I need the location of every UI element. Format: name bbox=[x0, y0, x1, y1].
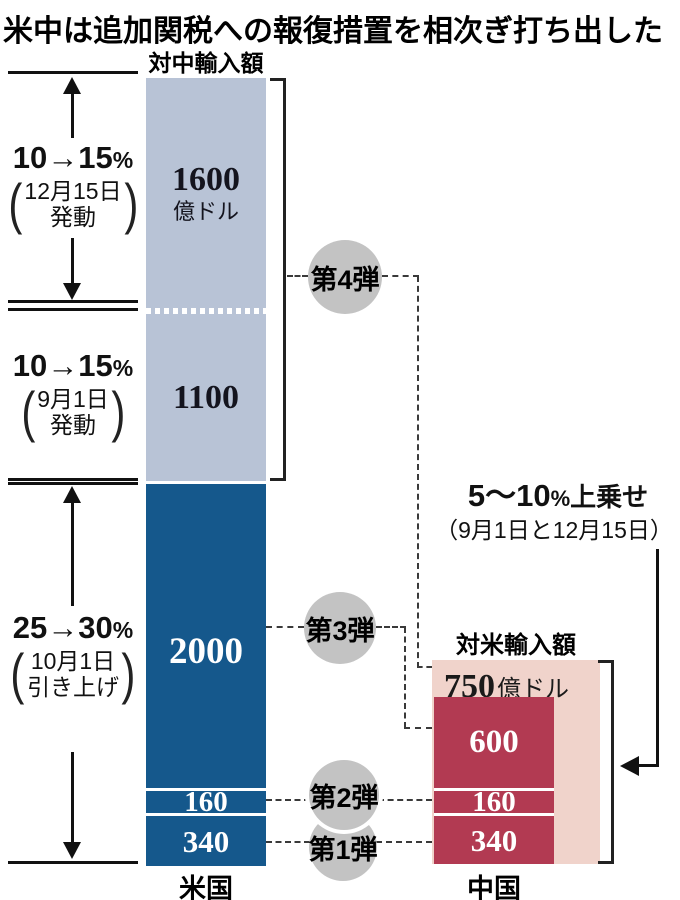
tariff-rate: 25→30 bbox=[12, 610, 113, 645]
round2-label: 第2弾 bbox=[309, 782, 379, 813]
us-segment-1100-value: 1100 bbox=[172, 378, 240, 416]
paren-close: ) bbox=[121, 642, 136, 705]
cn-tariff-pct: % bbox=[550, 486, 571, 511]
us-segment-160-value: 160 bbox=[184, 785, 228, 818]
us-segment-2000: 2000 bbox=[146, 484, 266, 788]
us-segment-160: 160 bbox=[146, 787, 266, 816]
round1-label: 第1弾 bbox=[308, 834, 378, 865]
connector-round4-to-cn bbox=[417, 666, 432, 668]
arrow-shaft bbox=[71, 501, 74, 606]
cn-segment-160-value: 160 bbox=[472, 785, 516, 818]
cn-segment-160: 160 bbox=[434, 787, 554, 816]
us-segment-1100: 1100 bbox=[146, 314, 266, 481]
connector-round1-left bbox=[266, 841, 310, 843]
paren-open: ( bbox=[10, 642, 25, 705]
tariff-pct: % bbox=[112, 147, 134, 173]
cn-tariff-note: （9月1日と12月15日） bbox=[435, 517, 673, 543]
us-segment-1600: 1600 億ドル bbox=[146, 78, 266, 308]
round4-label: 第4弾 bbox=[310, 264, 380, 295]
connector-round2-left bbox=[266, 799, 310, 801]
paren-open: ( bbox=[8, 172, 23, 235]
round4-badge: 第4弾 bbox=[308, 240, 382, 314]
connector-round4-vertical bbox=[417, 276, 419, 668]
tariff-pct: % bbox=[112, 355, 134, 381]
paren-close: ) bbox=[123, 172, 138, 235]
connector-round2-right bbox=[378, 799, 432, 801]
cn-bar-header: 対米輸入額 bbox=[456, 632, 576, 659]
page-title: 米中は追加関税への報復措置を相次ぎ打ち出した bbox=[3, 15, 663, 48]
arrow-shaft bbox=[71, 238, 74, 284]
arrow-shaft bbox=[71, 752, 74, 843]
arrow-shaft bbox=[71, 92, 74, 138]
us-bar-dotted-divider bbox=[146, 308, 266, 314]
us-bar-gap bbox=[146, 813, 266, 816]
paren-close: ) bbox=[111, 380, 126, 443]
cn-arrow-horizontal bbox=[638, 764, 659, 767]
dimension-line bbox=[8, 71, 138, 74]
cn-bar: 600 160 340 bbox=[434, 697, 554, 864]
connector-round4-left bbox=[287, 275, 308, 277]
arrow-up-icon bbox=[63, 77, 81, 94]
dimension-line bbox=[8, 478, 138, 481]
cn-segment-340: 340 bbox=[434, 816, 554, 864]
cn-tariff-rate: 5〜10 bbox=[467, 478, 551, 513]
us-bar-header: 対中輸入額 bbox=[148, 50, 264, 76]
arrow-up-icon bbox=[63, 486, 81, 503]
cn-arrow-vertical bbox=[656, 549, 659, 767]
us-bar: 1600 億ドル 1100 2000 160 340 bbox=[146, 78, 266, 866]
arrow-down-icon bbox=[63, 842, 81, 859]
us-tariff-label-round4b: 10→15% ( 9月1日 発動 ) bbox=[0, 348, 146, 440]
us-segment-340-value: 340 bbox=[182, 823, 230, 859]
cn-segment-600-value: 600 bbox=[469, 724, 519, 760]
connector-round1-right bbox=[376, 841, 432, 843]
dimension-line bbox=[8, 482, 138, 485]
connector-round3-right bbox=[376, 626, 406, 628]
cn-bracket-tick bbox=[598, 660, 614, 663]
cn-bracket-tick bbox=[598, 861, 614, 864]
tariff-note-action: 発動 bbox=[50, 412, 96, 438]
tariff-rate: 10→15 bbox=[12, 348, 113, 383]
arrow-left-icon bbox=[620, 756, 639, 776]
us-upper-bracket-tick bbox=[270, 478, 284, 481]
tariff-note-action: 引き上げ bbox=[27, 674, 119, 700]
connector-round3-to-cn bbox=[404, 727, 432, 729]
connector-round4-right bbox=[382, 275, 419, 277]
us-upper-bracket bbox=[283, 78, 286, 481]
cn-tariff-suffix: 上乗せ bbox=[570, 482, 649, 512]
tariff-rate: 10→15 bbox=[12, 140, 113, 175]
round3-badge: 第3弾 bbox=[304, 592, 376, 664]
us-bar-gap bbox=[146, 788, 266, 791]
dimension-line bbox=[8, 308, 138, 311]
cn-country-label: 中国 bbox=[467, 874, 521, 900]
us-segment-1600-value: 1600 bbox=[172, 161, 240, 198]
us-bar-gap bbox=[146, 481, 266, 484]
arrow-down-icon bbox=[63, 283, 81, 300]
us-segment-2000-value: 2000 bbox=[169, 630, 243, 672]
tariff-note-date: 9月1日 bbox=[37, 385, 109, 412]
us-tariff-label-round4: 10→15% ( 12月15日 発動 ) bbox=[0, 140, 146, 232]
connector-round3-left bbox=[266, 626, 304, 628]
us-segment-340: 340 bbox=[146, 816, 266, 866]
cn-segment-600: 600 bbox=[434, 697, 554, 788]
cn-bar-gap bbox=[434, 788, 554, 791]
cn-tariff-label: 5〜10%上乗せ bbox=[438, 470, 678, 515]
round2-badge: 第2弾 bbox=[309, 760, 379, 830]
round3-label: 第3弾 bbox=[305, 615, 375, 646]
us-tariff-label-round3: 25→30% ( 10月1日 引き上げ ) bbox=[0, 610, 146, 702]
paren-open: ( bbox=[20, 380, 35, 443]
tariff-note-date: 10月1日 bbox=[30, 647, 116, 674]
tariff-pct: % bbox=[112, 617, 134, 643]
connector-round3-vertical bbox=[404, 627, 406, 728]
dimension-line bbox=[8, 861, 138, 864]
cn-segment-340-value: 340 bbox=[470, 822, 518, 858]
us-upper-bracket-tick bbox=[270, 78, 284, 81]
cn-bar-gap bbox=[434, 813, 554, 816]
tariff-note-action: 発動 bbox=[49, 204, 96, 230]
dimension-line bbox=[8, 300, 138, 303]
us-unit-label: 億ドル bbox=[172, 199, 239, 224]
tariff-note-date: 12月15日 bbox=[24, 177, 122, 204]
cn-bracket bbox=[611, 660, 614, 864]
us-country-label: 米国 bbox=[179, 874, 233, 900]
